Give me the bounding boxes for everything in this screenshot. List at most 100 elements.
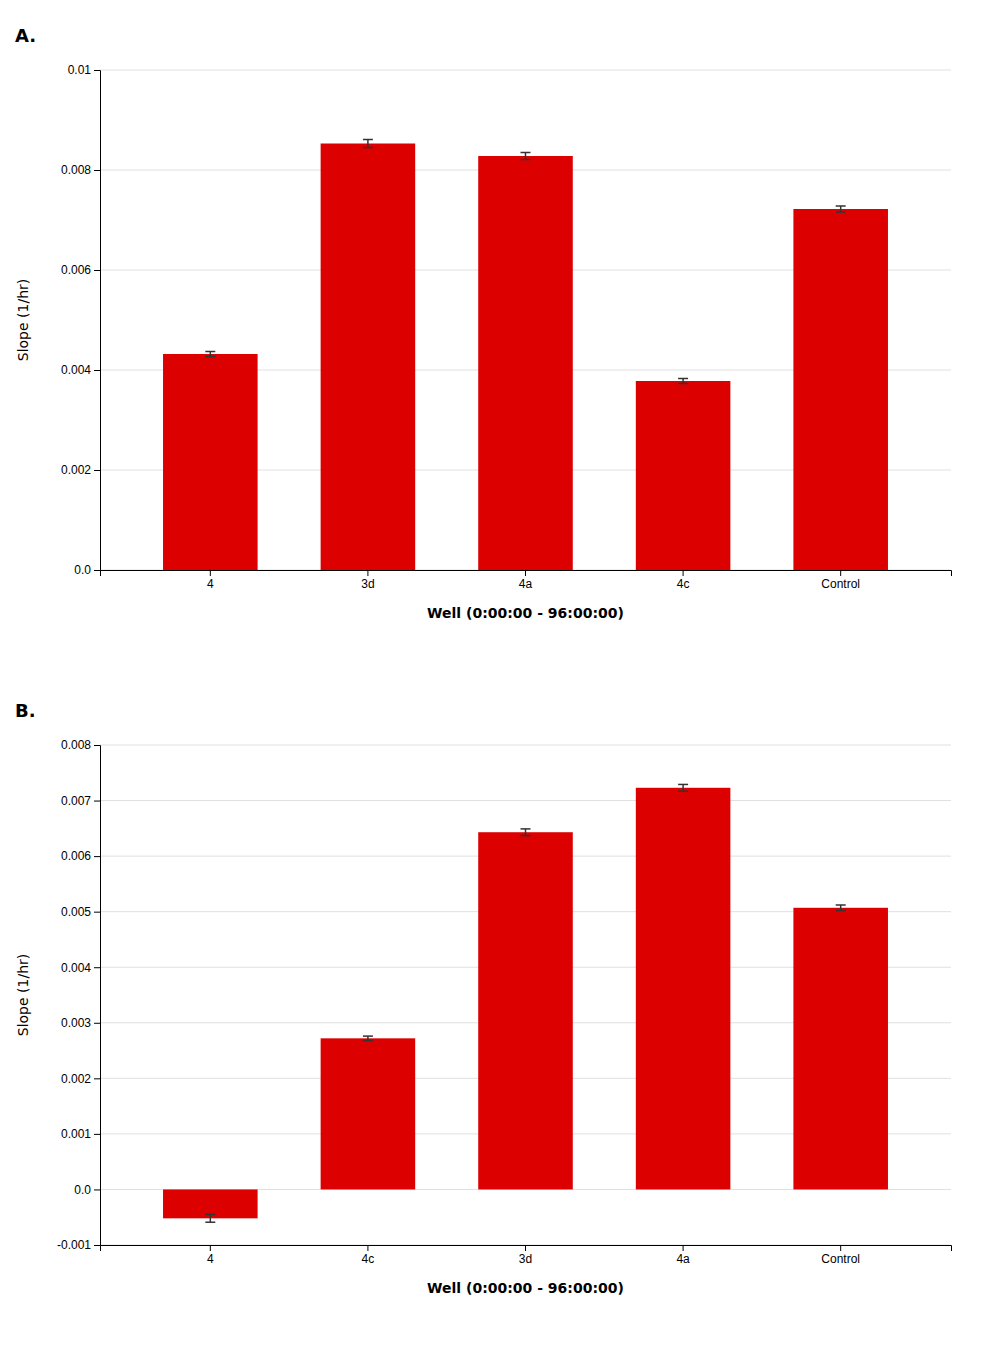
bar	[163, 354, 258, 570]
error-cap	[205, 351, 215, 353]
x-axis: 43d4a4cControl	[101, 570, 952, 591]
y-axis: 0.00.0020.0040.0060.0080.01	[61, 63, 101, 577]
y-tick-label: 0.007	[61, 794, 91, 808]
error-cap	[678, 383, 688, 385]
error-stem	[525, 153, 527, 160]
x-tick-mark	[840, 1245, 841, 1251]
x-tick: 4a	[519, 570, 533, 591]
error-cap	[521, 835, 531, 837]
x-tick-mark	[210, 1245, 211, 1251]
chart-title: B.	[15, 700, 36, 721]
y-axis-line	[94, 71, 101, 571]
x-axis-title: Well (0:00:00 - 96:00:00)	[427, 605, 624, 621]
y-tick-mark	[94, 70, 100, 71]
x-tick: 4	[207, 570, 214, 591]
y-tick-mark	[94, 801, 100, 802]
x-tick-mark	[525, 1245, 526, 1251]
error-cap	[363, 147, 373, 149]
y-tick: 0.001	[61, 1127, 100, 1141]
bar	[478, 832, 573, 1189]
x-tick-label: Control	[821, 1252, 860, 1266]
y-tick: 0.008	[61, 738, 100, 752]
y-tick-mark	[94, 570, 100, 571]
x-tick-mark	[367, 1245, 368, 1251]
error-bar	[363, 140, 373, 148]
y-tick-label: 0.002	[61, 1072, 91, 1086]
y-axis: -0.001 0.0 0.001 0.002 0.003 0.004 0.005 0.006 0…	[57, 738, 101, 1252]
error-bar	[678, 379, 688, 384]
x-tick: Control	[821, 1245, 860, 1266]
grid-line	[100, 800, 951, 801]
y-tick-label: 0.005	[61, 905, 91, 919]
y-tick-mark	[94, 1245, 100, 1246]
error-stem	[840, 905, 842, 911]
x-tick: 4	[207, 1245, 214, 1266]
x-tick-label: 4a	[676, 1252, 690, 1266]
error-stem	[525, 829, 527, 836]
error-bar	[521, 153, 531, 160]
y-tick-mark	[94, 745, 100, 746]
x-tick-mark	[840, 570, 841, 576]
y-tick-label: 0.0	[74, 563, 91, 577]
error-cap	[836, 211, 846, 213]
y-tick-mark	[94, 912, 100, 913]
chart: 0.00.0020.0040.0060.0080.0143d4a4cContro…	[15, 25, 952, 621]
y-tick-mark	[94, 1078, 100, 1079]
y-tick-label: 0.004	[61, 363, 91, 377]
y-tick-mark	[94, 270, 100, 271]
y-axis-title: Slope (1/hr)	[15, 954, 31, 1036]
y-tick-mark	[94, 967, 100, 968]
y-tick-label: 0.003	[61, 1016, 91, 1030]
y-tick-label: -0.001	[57, 1238, 91, 1252]
y-tick: 0.0	[74, 1183, 100, 1197]
x-tick-label: 4c	[677, 577, 690, 591]
error-stem	[367, 140, 369, 148]
error-cap	[205, 1221, 215, 1223]
error-stem	[682, 784, 684, 791]
bar	[636, 381, 731, 570]
x-tick-mark	[683, 570, 684, 576]
y-tick-mark	[94, 856, 100, 857]
grid-line	[100, 70, 951, 71]
error-cap	[521, 159, 531, 161]
y-tick: 0.002	[61, 1072, 100, 1086]
y-tick-label: 0.006	[61, 263, 91, 277]
error-bar	[363, 1036, 373, 1040]
chart-title: A.	[15, 25, 36, 46]
x-axis: 44c3d4aControl	[101, 1245, 952, 1266]
x-tick-mark	[367, 570, 368, 576]
y-tick: 0.004	[61, 363, 100, 377]
y-tick-mark	[94, 1134, 100, 1135]
y-tick: 0.004	[61, 961, 100, 975]
y-tick: -0.001	[57, 1238, 100, 1252]
x-tick: 3d	[361, 570, 374, 591]
x-tick-label: 4c	[362, 1252, 375, 1266]
x-tick-label: 4a	[519, 577, 533, 591]
y-tick-mark	[94, 1023, 100, 1024]
x-axis-title: Well (0:00:00 - 96:00:00)	[427, 1280, 624, 1296]
x-tick-label: 4	[207, 1252, 214, 1266]
y-tick-label: 0.004	[61, 961, 91, 975]
y-tick-label: 0.008	[61, 738, 91, 752]
x-tick-mark	[210, 570, 211, 576]
y-tick-label: 0.006	[61, 849, 91, 863]
bar	[793, 209, 888, 570]
error-cap	[836, 904, 846, 906]
marks	[163, 784, 888, 1222]
bar	[321, 1038, 416, 1189]
error-cap	[205, 1214, 215, 1216]
error-bar	[678, 784, 688, 791]
y-tick: 0.003	[61, 1016, 100, 1030]
chart-page: 0.00.0020.0040.0060.0080.0143d4a4cContro…	[0, 0, 981, 1356]
error-cap	[836, 205, 846, 207]
error-bar	[836, 905, 846, 911]
error-cap	[205, 356, 215, 358]
x-tick: 4c	[677, 570, 690, 591]
y-tick: 0.002	[61, 463, 100, 477]
y-tick-label: 0.0	[74, 1183, 91, 1197]
chart: -0.001 0.0 0.001 0.002 0.003 0.004 0.005 0.006 0…	[15, 700, 952, 1296]
x-axis-line	[101, 1246, 952, 1252]
error-bar	[836, 206, 846, 212]
error-cap	[521, 828, 531, 830]
y-tick-label: 0.002	[61, 463, 91, 477]
